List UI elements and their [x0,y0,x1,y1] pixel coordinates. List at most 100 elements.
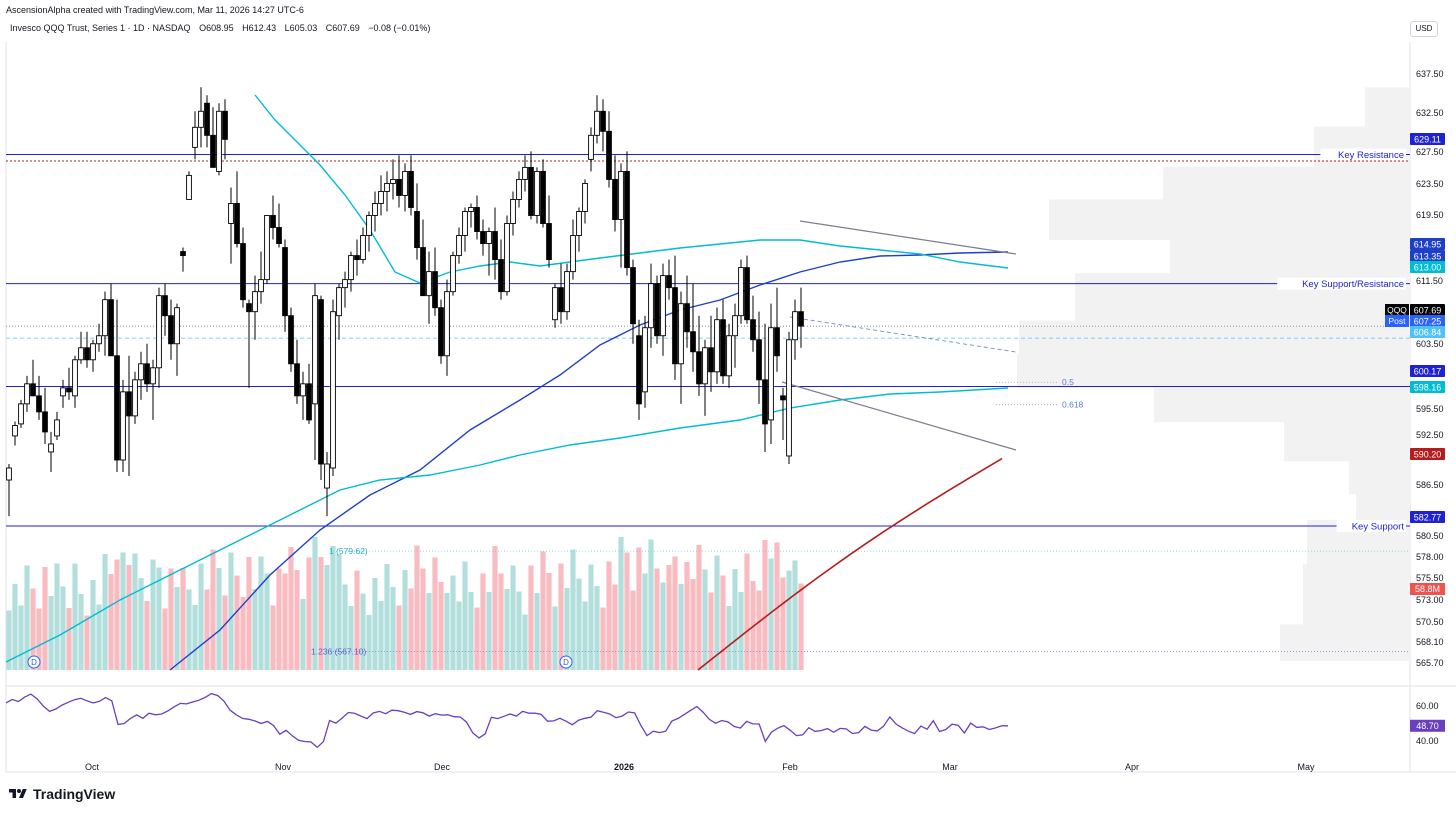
candle-body [738,267,744,317]
candle [570,219,576,280]
volume-bar [492,546,498,670]
candle-body [420,247,426,297]
candle [462,207,468,252]
volume-bar [720,575,726,670]
candle [168,299,174,360]
volume-bar [690,579,696,670]
y-axis-tick-label: 578.00 [1416,552,1444,562]
dividend-marker-label: D [563,658,569,667]
x-axis-tick-label: Dec [434,762,451,772]
candle-body [510,199,516,224]
volume-bar [90,580,96,670]
candle-body [588,134,594,160]
volume-bar [168,568,174,670]
candle-body [732,315,738,337]
candle-body [270,215,276,228]
candle-body [444,291,450,357]
volume-bar [204,589,210,670]
volume-profile-bar [1170,239,1410,274]
volume-bar [612,584,618,670]
volume-bar [396,605,402,670]
candle [636,319,642,420]
candle [654,275,660,344]
candle-body [396,178,402,196]
price-tag-label: 600.17 [1414,366,1442,376]
rsi-line [5,692,1008,749]
volume-bar [390,587,396,670]
candle-body [210,134,216,168]
candle-body [708,347,714,373]
candle [564,263,570,320]
volume-bar [582,601,588,670]
volume-bar [534,593,540,670]
candle [288,307,294,372]
candle-body [564,271,570,313]
candle-body [600,110,606,132]
volume-bar [678,584,684,670]
candle [600,99,606,152]
low-value: L605.03 [284,23,318,33]
volume-bar [450,575,456,670]
candle-body [12,425,18,437]
volume-bar [750,581,756,670]
volume-bar [480,573,486,670]
dividend-marker-icon [559,655,573,669]
candle [714,307,720,384]
tradingview-logo-icon [9,789,27,798]
candle [726,323,732,388]
candle [552,283,558,328]
symbol-header: Invesco QQQ Trust, Series 1 · 1D · NASDA… [10,23,436,33]
candle [54,411,60,440]
volume-bar [630,590,636,670]
price-tag [1410,448,1445,460]
candle-body [576,211,582,236]
candle-body [474,207,480,232]
volume-bar [708,592,714,670]
candle [624,151,630,276]
candle-body [180,251,186,257]
level-label: Key Support/Resistance [1302,279,1404,290]
level-label: Key Support [1352,521,1405,532]
volume-bar [282,573,288,670]
volume-bar [312,537,318,670]
volume-bar [552,606,558,670]
volume-bar [126,565,132,670]
candle-body [192,126,198,148]
volume-bar [318,557,324,670]
candle [390,159,396,200]
volume-bar [504,589,510,670]
candle [372,191,378,232]
price-tag [1410,365,1445,377]
candle-body [78,347,84,361]
candle [786,331,792,464]
price-tag-label: 607.25 [1414,316,1442,326]
candle-body [678,303,684,365]
price-tag-label: 613.35 [1414,251,1442,261]
candle [408,155,414,216]
volume-bar [288,547,294,670]
candle-body [132,379,138,417]
y-axis-tick-label: 627.50 [1416,147,1444,157]
volume-bar [780,577,786,670]
volume-bar [402,570,408,670]
candle-body [648,283,654,329]
candle-body [150,367,156,385]
candle-body [696,351,702,385]
candle-body [516,178,522,200]
volume-bar [726,606,732,670]
price-tag-label: 606.84 [1414,327,1442,337]
volume-bar [714,555,720,670]
volume-profile-bar [1356,493,1410,521]
candle [240,227,246,308]
candle-body [306,383,312,421]
volume-bar [474,607,480,670]
candle [60,379,66,408]
volume-bar [246,557,252,670]
candle [456,227,462,264]
volume-profile-bar [1049,199,1410,241]
candle-body [798,311,804,327]
candle [312,283,318,460]
volume-bar [180,568,186,670]
currency-selector[interactable]: USD [1410,21,1438,37]
